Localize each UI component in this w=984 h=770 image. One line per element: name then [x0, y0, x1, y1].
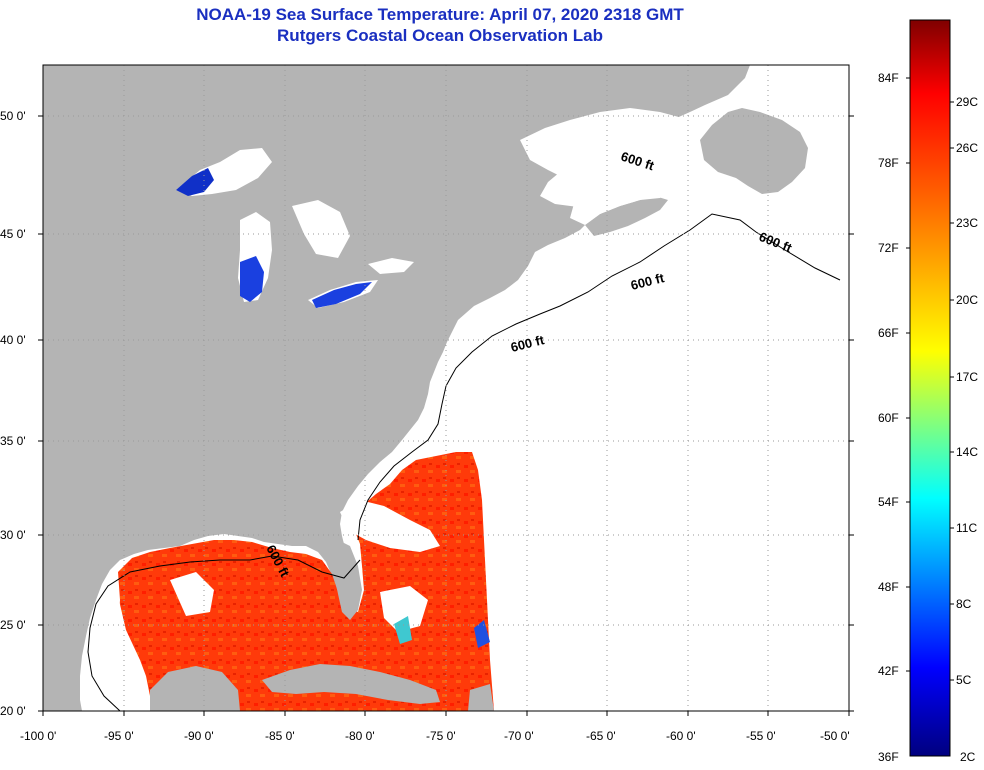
latitude-axis: 50 0' 45 0' 40 0' 35 0' 30 0' 25 0' 20 0… [0, 109, 854, 718]
colorbar-label-78f: 78F [878, 156, 899, 170]
lat-label-40: 40 0' [0, 333, 26, 347]
title-line-2: Rutgers Coastal Ocean Observation Lab [277, 26, 603, 45]
colorbar-label-17c: 17C [956, 370, 978, 384]
land-maritimes [585, 196, 668, 236]
colorbar-label-72f: 72F [878, 241, 899, 255]
lat-label-20: 20 0' [0, 704, 26, 718]
lon-label-80: -80 0' [345, 729, 375, 743]
lon-label-55: -55 0' [746, 729, 776, 743]
lon-label-50: -50 0' [820, 729, 850, 743]
lat-label-45: 45 0' [0, 227, 26, 241]
title-line-1: NOAA-19 Sea Surface Temperature: April 0… [196, 5, 684, 24]
cloud-gulf-north [170, 572, 214, 616]
isobath-600ft [357, 213, 841, 541]
colorbar-label-20c: 20C [956, 293, 978, 307]
longitude-axis: -100 0' -95 0' -90 0' -85 0' -80 0' -75 … [20, 711, 850, 743]
lat-label-30: 30 0' [0, 528, 26, 542]
land-florida [332, 540, 362, 620]
sst-cool-bahamas [394, 616, 412, 644]
land-hispaniola [468, 684, 494, 711]
lon-label-85: -85 0' [265, 729, 295, 743]
lat-label-50: 50 0' [0, 109, 26, 123]
map-title: NOAA-19 Sea Surface Temperature: April 0… [40, 4, 840, 46]
cloud-atlantic-shelf [340, 500, 440, 552]
colorbar-label-2c: 2C [960, 750, 976, 764]
land-newfoundland [700, 108, 808, 194]
lat-label-25: 25 0' [0, 618, 26, 632]
lat-label-35: 35 0' [0, 434, 26, 448]
colorbar-gradient [909, 19, 951, 757]
lon-label-70: -70 0' [504, 729, 534, 743]
colorbar-label-8c: 8C [956, 597, 972, 611]
isobath-gulf [87, 555, 361, 711]
colorbar-label-84f: 84F [878, 71, 899, 85]
map-content: 600 ft 600 ft 600 ft 600 ft 600 ft [43, 65, 849, 711]
colorbar-label-54f: 54F [878, 495, 899, 509]
land-yucatan [150, 666, 240, 711]
colorbar-label-48f: 48F [878, 580, 899, 594]
lake-michigan-sst [240, 256, 264, 302]
lake-huron [292, 200, 350, 258]
colorbar: 84F 78F 72F 66F 60F 54F 48F 42F 36F 29C … [878, 19, 978, 764]
colorbar-label-23c: 23C [956, 216, 978, 230]
lon-label-65: -65 0' [586, 729, 616, 743]
colorbar-label-29c: 29C [956, 95, 978, 109]
colorbar-label-11c: 11C [956, 521, 977, 535]
gulf-st-lawrence [520, 108, 700, 225]
lon-label-75: -75 0' [426, 729, 456, 743]
colorbar-label-14c: 14C [956, 445, 978, 459]
colorbar-label-5c: 5C [956, 673, 972, 687]
colorbar-label-60f: 60F [878, 411, 899, 425]
lon-label-60: -60 0' [666, 729, 696, 743]
land-north-america [43, 65, 750, 711]
colorbar-label-66f: 66F [878, 326, 899, 340]
lake-erie-sst [312, 282, 372, 308]
cloud-gulf-west [86, 596, 148, 711]
lon-label-95: -95 0' [104, 729, 134, 743]
sst-cool-atlantic [474, 620, 490, 648]
colorbar-label-42f: 42F [878, 664, 899, 678]
lon-label-90: -90 0' [184, 729, 214, 743]
lon-label-100: -100 0' [20, 729, 56, 743]
cloud-bahamas [380, 586, 428, 632]
colorbar-label-26c: 26C [956, 141, 978, 155]
lake-ontario [368, 258, 414, 274]
land-cuba [262, 664, 440, 704]
colorbar-label-36f: 36F [878, 750, 899, 764]
